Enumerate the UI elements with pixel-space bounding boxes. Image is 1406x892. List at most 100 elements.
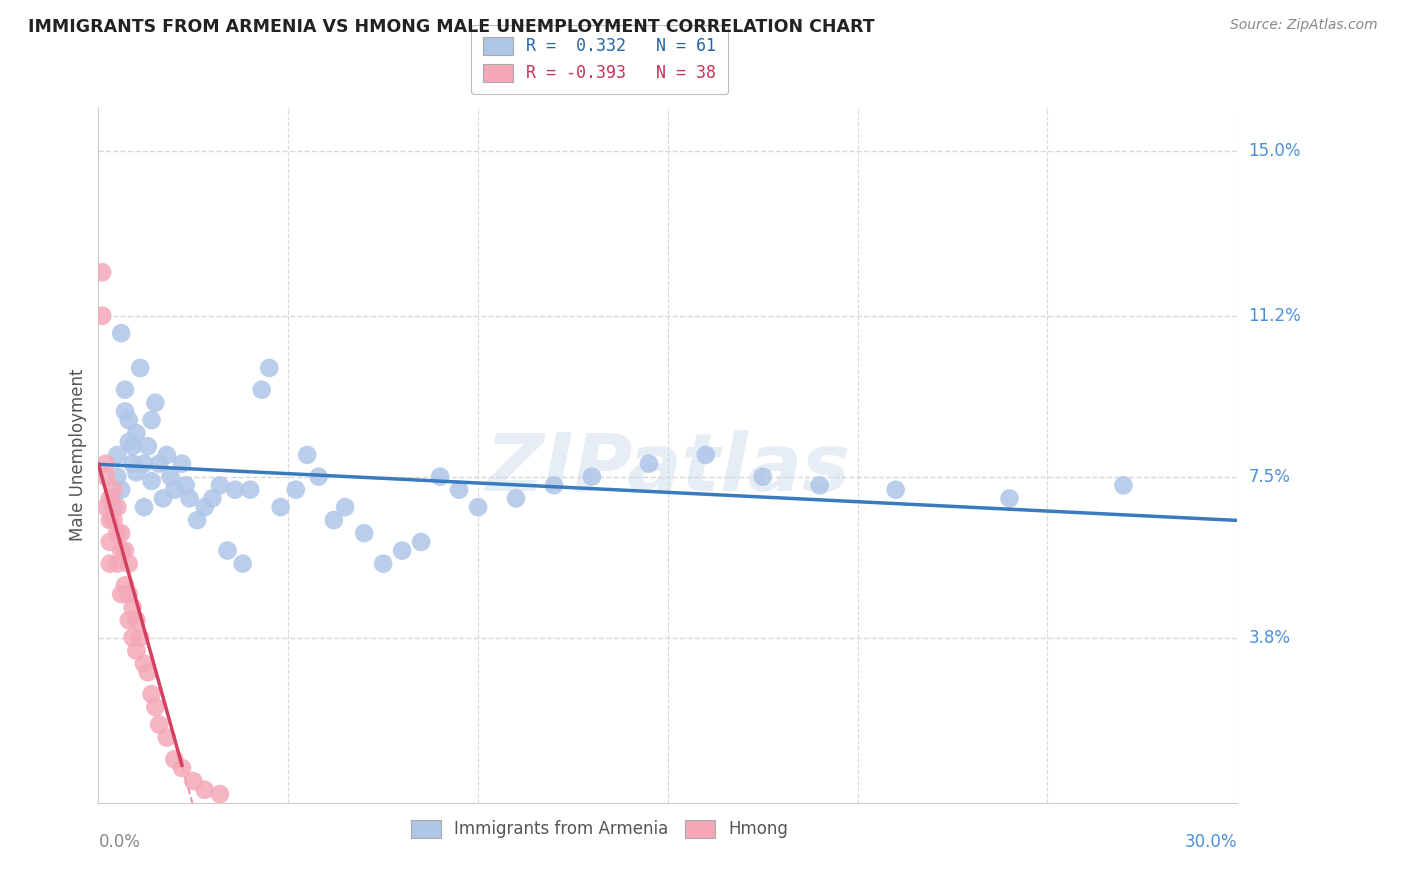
Point	[114, 543, 136, 558]
Point	[186, 513, 208, 527]
Point	[136, 665, 159, 680]
Text: ZIPatlas: ZIPatlas	[485, 430, 851, 508]
Text: 15.0%: 15.0%	[1249, 142, 1301, 160]
Point	[132, 500, 155, 514]
Point	[110, 326, 132, 340]
Point	[110, 526, 132, 541]
Point	[808, 478, 831, 492]
Point	[110, 587, 132, 601]
Point	[638, 457, 661, 471]
Point	[194, 500, 217, 514]
Point	[232, 557, 254, 571]
Point	[752, 469, 775, 483]
Point	[170, 761, 193, 775]
Point	[125, 643, 148, 657]
Point	[98, 513, 121, 527]
Point	[335, 500, 357, 514]
Point	[297, 448, 319, 462]
Point	[174, 478, 197, 492]
Point	[94, 500, 117, 514]
Point	[250, 383, 273, 397]
Point	[125, 426, 148, 441]
Text: 0.0%: 0.0%	[98, 833, 141, 851]
Point	[467, 500, 489, 514]
Point	[429, 469, 451, 483]
Point	[114, 578, 136, 592]
Point	[114, 404, 136, 418]
Point	[118, 557, 141, 571]
Point	[884, 483, 907, 497]
Point	[141, 474, 163, 488]
Point	[125, 613, 148, 627]
Point	[156, 448, 179, 462]
Point	[159, 469, 181, 483]
Point	[308, 469, 330, 483]
Point	[141, 413, 163, 427]
Point	[107, 500, 129, 514]
Text: 7.5%: 7.5%	[1249, 467, 1291, 485]
Point	[121, 631, 143, 645]
Point	[118, 587, 141, 601]
Point	[98, 491, 121, 506]
Point	[156, 731, 179, 745]
Point	[208, 787, 231, 801]
Point	[179, 491, 201, 506]
Point	[1112, 478, 1135, 492]
Point	[259, 360, 281, 375]
Point	[217, 543, 239, 558]
Text: 11.2%: 11.2%	[1249, 307, 1301, 325]
Point	[118, 613, 141, 627]
Point	[224, 483, 246, 497]
Point	[132, 657, 155, 671]
Point	[132, 457, 155, 471]
Point	[98, 557, 121, 571]
Point	[183, 774, 205, 789]
Point	[581, 469, 603, 483]
Point	[98, 534, 121, 549]
Point	[107, 448, 129, 462]
Point	[145, 700, 167, 714]
Point	[543, 478, 565, 492]
Point	[148, 457, 170, 471]
Legend: Immigrants from Armenia, Hmong: Immigrants from Armenia, Hmong	[399, 808, 800, 850]
Y-axis label: Male Unemployment: Male Unemployment	[69, 368, 87, 541]
Point	[201, 491, 224, 506]
Point	[170, 457, 193, 471]
Text: Source: ZipAtlas.com: Source: ZipAtlas.com	[1230, 18, 1378, 32]
Point	[152, 491, 174, 506]
Point	[998, 491, 1021, 506]
Point	[284, 483, 307, 497]
Point	[110, 543, 132, 558]
Point	[391, 543, 413, 558]
Text: IMMIGRANTS FROM ARMENIA VS HMONG MALE UNEMPLOYMENT CORRELATION CHART: IMMIGRANTS FROM ARMENIA VS HMONG MALE UN…	[28, 18, 875, 36]
Point	[208, 478, 231, 492]
Point	[322, 513, 344, 527]
Point	[110, 483, 132, 497]
Point	[141, 687, 163, 701]
Point	[449, 483, 471, 497]
Point	[103, 500, 125, 514]
Point	[118, 413, 141, 427]
Point	[107, 469, 129, 483]
Point	[194, 782, 217, 797]
Point	[103, 513, 125, 527]
Point	[91, 265, 114, 279]
Point	[148, 717, 170, 731]
Point	[114, 383, 136, 397]
Point	[695, 448, 717, 462]
Point	[411, 534, 433, 549]
Point	[107, 526, 129, 541]
Point	[121, 457, 143, 471]
Point	[121, 439, 143, 453]
Point	[136, 439, 159, 453]
Point	[371, 557, 394, 571]
Point	[94, 469, 117, 483]
Point	[353, 526, 375, 541]
Point	[129, 360, 152, 375]
Point	[107, 557, 129, 571]
Point	[121, 600, 143, 615]
Point	[103, 483, 125, 497]
Point	[163, 483, 186, 497]
Point	[505, 491, 527, 506]
Point	[239, 483, 262, 497]
